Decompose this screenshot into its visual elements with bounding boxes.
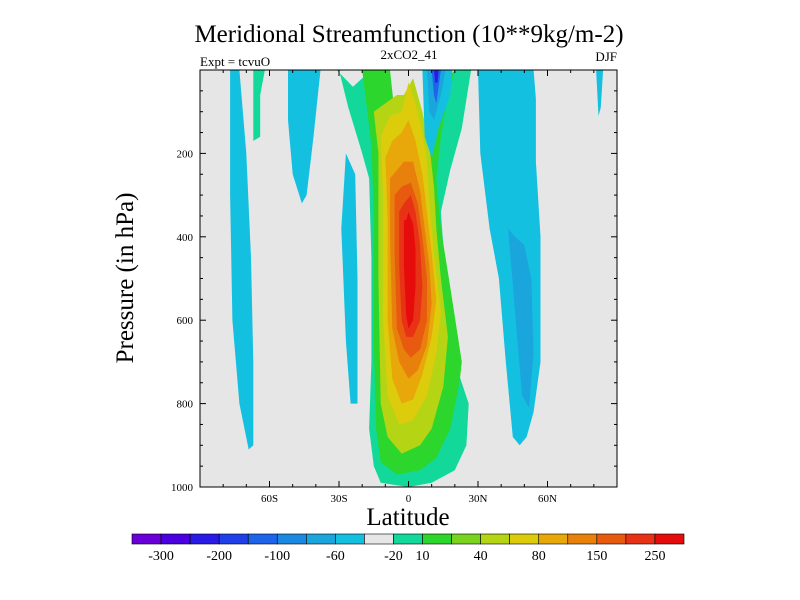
- colorbar-label: -300: [148, 549, 174, 564]
- chart-title: Meridional Streamfunction (10**9kg/m-2): [194, 21, 623, 48]
- x-tick-label: 30S: [330, 493, 347, 505]
- x-axis-ticks: 60S 30S 0 30N 60N: [199, 70, 618, 505]
- colorbar: -300 -200 -100 -60 -20 10 40 80 150 250: [131, 533, 685, 564]
- chart-subtitle: 2xCO2_41: [380, 47, 437, 62]
- contour-region-nh-polar: [596, 70, 604, 116]
- colorbar-label: 40: [474, 549, 488, 564]
- y-tick-label: 1000: [171, 482, 194, 494]
- colorbar-box: [306, 533, 336, 545]
- x-tick-label: 0: [406, 493, 412, 505]
- plot-area: [200, 70, 617, 487]
- x-tick-label: 30N: [469, 493, 488, 505]
- contour-region-nh-upper-neg-100: [431, 70, 441, 104]
- colorbar-box: [276, 533, 307, 545]
- colorbar-box: [335, 533, 365, 545]
- colorbar-box: [393, 533, 423, 545]
- x-tick-label: 60N: [538, 493, 557, 505]
- colorbar-box: [480, 533, 510, 545]
- colorbar-label: 150: [586, 549, 607, 564]
- x-axis-label: Latitude: [366, 504, 449, 531]
- colorbar-label: -60: [326, 549, 345, 564]
- colorbar-label: -20: [384, 549, 403, 564]
- contour-region-sh-polar-cell: [230, 70, 254, 450]
- colorbar-box: [364, 533, 394, 545]
- x-tick-label: 60S: [261, 493, 278, 505]
- colorbar-box: [189, 533, 220, 545]
- colorbar-box: [131, 533, 162, 545]
- colorbar-box: [451, 533, 481, 545]
- colorbar-label: -200: [206, 549, 232, 564]
- colorbar-box: [567, 533, 598, 545]
- y-axis-ticks: 200 400 600 800 1000: [171, 69, 617, 494]
- contour-region-nh-upper-neg-140: [434, 70, 439, 83]
- y-axis-label: Pressure (in hPa): [112, 193, 139, 364]
- y-tick-label: 400: [177, 232, 194, 244]
- colorbar-box: [625, 533, 656, 545]
- colorbar-box: [538, 533, 569, 545]
- colorbar-label: -100: [264, 549, 290, 564]
- contour-region-nh-ferrel-core: [508, 228, 534, 408]
- season-label: DJF: [595, 49, 617, 64]
- colorbar-label: 250: [644, 549, 665, 564]
- colorbar-box: [160, 533, 191, 545]
- contour-region-hadley-400: [403, 211, 416, 329]
- contour-region-sh-ferrel-upper: [288, 70, 321, 204]
- colorbar-label: 10: [416, 549, 430, 564]
- experiment-label: Expt = tcvuO: [200, 54, 270, 69]
- contour-region-sh-polar-top: [253, 70, 265, 141]
- colorbar-box: [247, 533, 278, 545]
- colorbar-box: [422, 533, 452, 545]
- colorbar-box: [596, 533, 627, 545]
- y-tick-label: 800: [177, 399, 194, 411]
- y-tick-label: 200: [177, 148, 194, 160]
- colorbar-box: [654, 533, 685, 545]
- colorbar-box: [509, 533, 540, 545]
- contour-region-sh-ferrel-lower: [341, 153, 358, 404]
- colorbar-label: 80: [532, 549, 546, 564]
- y-tick-label: 600: [177, 315, 194, 327]
- colorbar-box: [218, 533, 249, 545]
